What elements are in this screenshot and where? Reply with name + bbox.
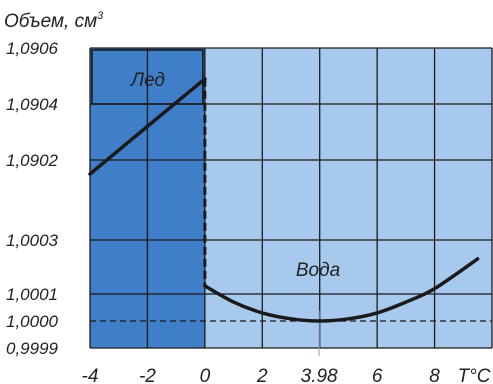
x-tick-label: 3.98 [301,366,338,384]
y-tick-label: 1,0906 [6,39,59,58]
x-tick-label: 2 [256,366,268,384]
x-axis-unit: T°C [458,366,491,384]
x-tick-label: 8 [429,366,440,384]
ice-region-label: Лед [129,70,165,91]
y-tick-label: 1,0003 [6,231,59,250]
water-region [204,48,492,348]
y-axis-title-superscript: 3 [97,10,104,22]
x-tick-label: 6 [372,366,383,384]
y-tick-label: 1,0904 [6,95,58,114]
x-tick-label: -2 [139,366,156,384]
x-tick-label: 0 [200,366,211,384]
y-tick-label: 1,0902 [6,151,59,170]
water-region-label: Вода [296,260,340,281]
y-tick-label: 0,9999 [6,339,59,358]
series-line-ice [88,77,207,176]
chart-grid [89,47,493,356]
series-line-water [203,257,480,323]
x-tick-label: -4 [82,366,99,384]
y-axis-title: Объем, см3 [4,10,104,32]
y-tick-label: 1,0001 [6,285,58,304]
y-tick-label: 1,0000 [6,312,59,331]
